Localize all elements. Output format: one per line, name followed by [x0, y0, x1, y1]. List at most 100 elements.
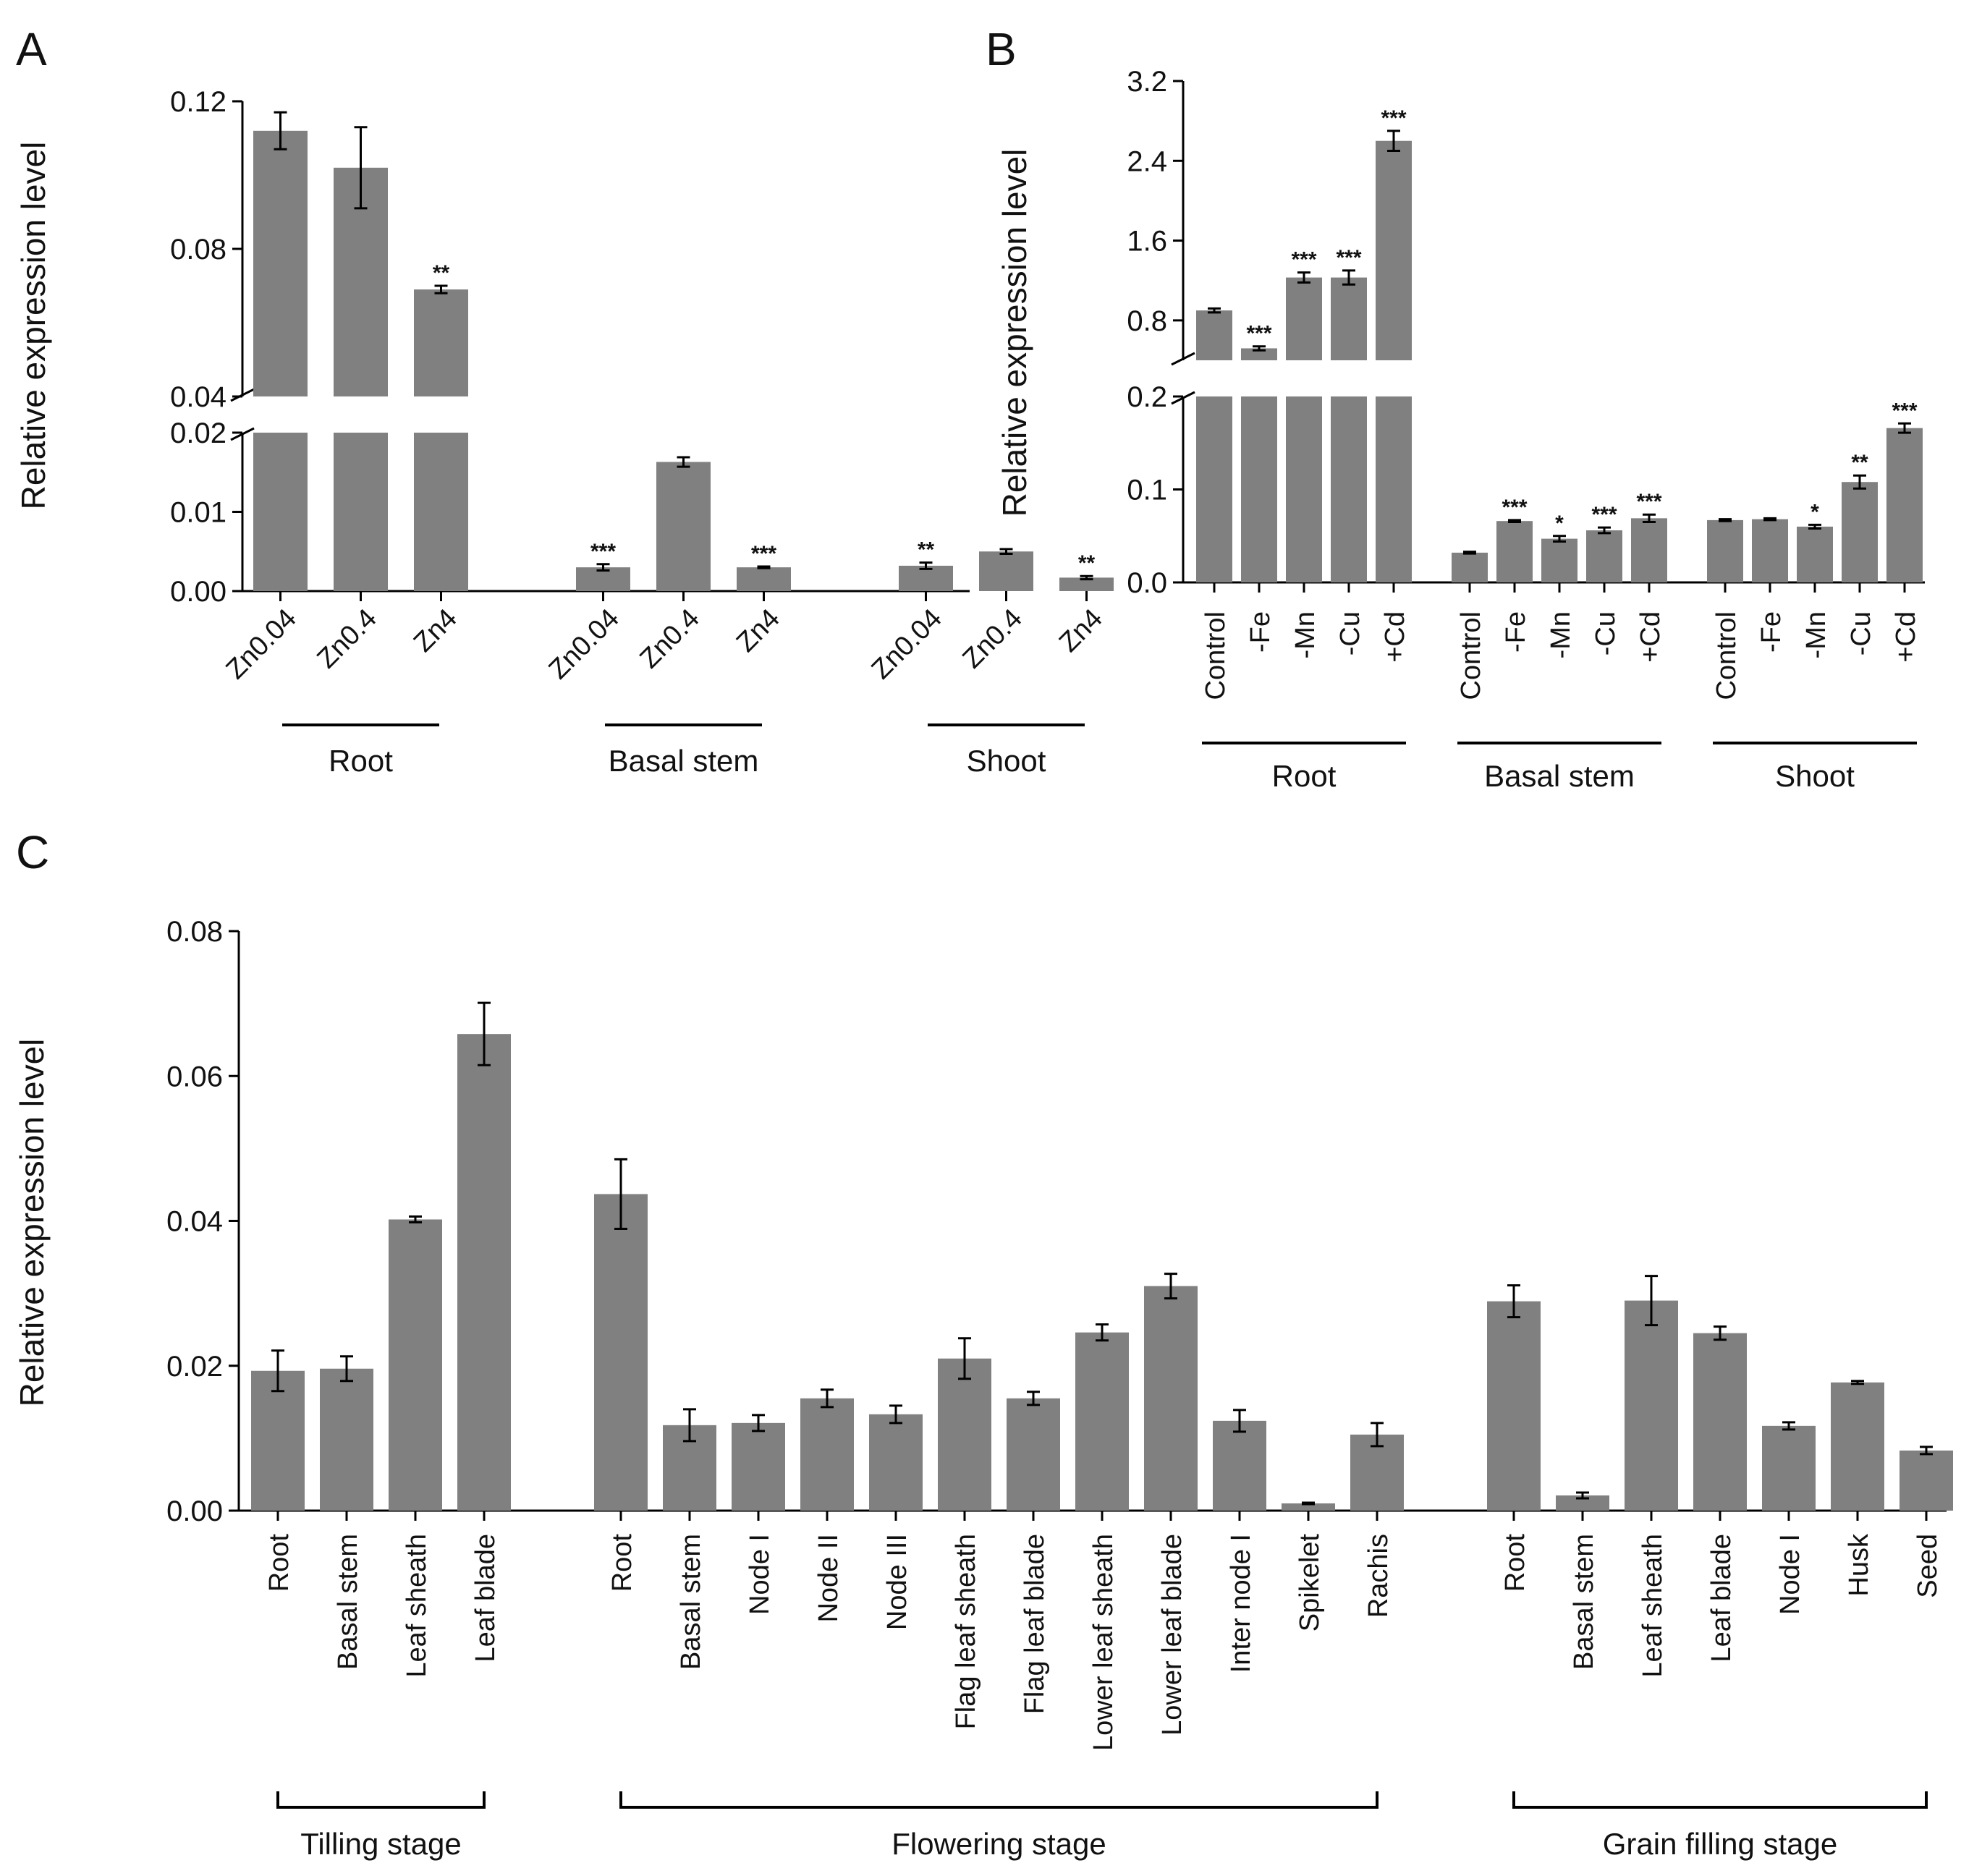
significance-label: *** — [1636, 490, 1661, 514]
x-category-label: -Fe — [1756, 611, 1787, 653]
y-axis-label: Relative expression level — [996, 149, 1033, 517]
x-category-label: Seed — [1913, 1534, 1943, 1598]
significance-label: ** — [918, 538, 935, 562]
y-tick-label: 0.00 — [170, 576, 226, 608]
axis-break-mark — [1171, 352, 1195, 405]
panel-a-chart: 0.00 0.01 0.02 0.04 0.08 0.12 Relative express… — [14, 86, 1114, 778]
x-category-label: Basal stem — [333, 1534, 363, 1670]
y-tick-label: 0.02 — [170, 417, 226, 449]
x-category-label: Zn0.04 — [221, 603, 302, 685]
significance-label: * — [1811, 500, 1819, 524]
panel-c-chart: 0.00 0.02 0.04 0.06 0.08 Relative expression … — [13, 916, 1953, 1861]
x-category-label: Spikelet — [1295, 1534, 1325, 1632]
y-tick-label: 0.00 — [166, 1495, 223, 1527]
group-label-root: Root — [1272, 759, 1337, 793]
bar — [979, 551, 1033, 591]
x-category-label: Rachis — [1363, 1534, 1394, 1618]
bar — [1900, 1450, 1953, 1511]
group-bracket — [619, 1791, 1378, 1809]
bar — [1196, 310, 1232, 360]
x-category-label: -Mn — [1290, 611, 1321, 658]
x-category-label: Leaf sheath — [1638, 1534, 1668, 1678]
y-tick-label: 0.06 — [166, 1061, 223, 1092]
x-category-label: -Cu — [1846, 611, 1876, 655]
x-category-label: Root — [264, 1534, 295, 1592]
panel-b-chart: 0.0 0.1 0.2 0.8 1.6 2.4 3.2 Relative expression… — [996, 66, 1925, 793]
x-category-label: -Cu — [1591, 611, 1621, 655]
group-label-basal-stem: Basal stem — [609, 744, 759, 778]
y-axis-label: Relative expression level — [13, 1039, 51, 1407]
y-axis-label: Relative expression level — [14, 142, 52, 510]
y-tick-label: 0.02 — [166, 1351, 223, 1383]
significance-label: * — [1555, 512, 1564, 535]
x-category-label: -Mn — [1801, 611, 1831, 658]
significance-label: *** — [590, 540, 616, 564]
y-tick-label: 0.12 — [170, 86, 226, 118]
significance-label: *** — [1591, 503, 1617, 527]
x-category-label: Leaf blade — [470, 1534, 501, 1663]
bar-lower-part — [334, 433, 388, 591]
bar — [1350, 1434, 1404, 1511]
significance-label: ** — [1078, 551, 1096, 575]
x-category-label: Zn0.4 — [957, 603, 1028, 674]
group-label-shoot: Shoot — [1775, 759, 1855, 793]
bar — [389, 1219, 442, 1511]
bar-lower-part — [1241, 396, 1277, 582]
bar — [1496, 521, 1533, 582]
x-category-label: Zn4 — [731, 603, 786, 658]
y-tick-label: 0.08 — [166, 916, 223, 948]
bar — [1213, 1420, 1266, 1511]
x-category-label: Zn4 — [408, 603, 463, 658]
bar — [737, 567, 791, 591]
bar — [1452, 552, 1488, 582]
y-tick-label: 2.4 — [1127, 145, 1167, 177]
bar — [594, 1194, 648, 1511]
significance-label: *** — [1892, 399, 1917, 423]
group-bracket — [276, 1791, 486, 1809]
group-label-root: Root — [329, 744, 393, 778]
x-category-label: Leaf blade — [1706, 1534, 1737, 1663]
x-category-label: Leaf sheath — [402, 1534, 432, 1678]
bar-lower-part — [1286, 396, 1322, 582]
y-tick-label: 0.04 — [166, 1206, 223, 1238]
bar — [1752, 519, 1788, 582]
x-category-label: Zn0.4 — [311, 603, 382, 674]
bar — [1541, 538, 1577, 582]
y-tick-label: 0.01 — [170, 497, 226, 529]
y-tick-label: 0.2 — [1127, 381, 1167, 413]
bar-lower-part — [414, 433, 468, 591]
panel-letter-b: B — [986, 23, 1017, 75]
bar — [253, 130, 308, 397]
bar — [869, 1414, 923, 1511]
significance-label: *** — [1502, 496, 1527, 519]
y-tick-label: 0.8 — [1127, 305, 1167, 337]
bar — [1376, 140, 1412, 360]
bar — [938, 1358, 991, 1511]
bar — [1762, 1425, 1816, 1511]
bar — [414, 289, 468, 396]
panel-letter-a: A — [16, 23, 47, 75]
group-label-shoot: Shoot — [967, 744, 1046, 778]
x-category-label: Control — [1711, 611, 1742, 700]
x-category-label: Flag leaf sheath — [951, 1534, 981, 1729]
significance-label: ** — [1851, 451, 1868, 475]
x-category-label: -Mn — [1546, 611, 1576, 658]
bar — [1556, 1495, 1609, 1511]
x-category-label: Husk — [1844, 1533, 1874, 1597]
bar — [1059, 577, 1114, 591]
bar — [1842, 482, 1878, 582]
x-category-label: Root — [1500, 1534, 1530, 1592]
axis-break-mark — [230, 388, 255, 441]
x-category-label: Inter node I — [1226, 1534, 1256, 1673]
y-tick-label: 0.04 — [170, 381, 226, 413]
y-tick-label: 3.2 — [1127, 66, 1167, 98]
bar — [1282, 1503, 1335, 1511]
significance-label: *** — [751, 542, 776, 566]
significance-label: ** — [433, 261, 450, 285]
significance-label: *** — [1291, 248, 1316, 272]
bar — [800, 1398, 854, 1511]
y-tick-label: 0.1 — [1127, 475, 1167, 506]
significance-label: *** — [1381, 106, 1406, 130]
bar — [251, 1370, 305, 1511]
